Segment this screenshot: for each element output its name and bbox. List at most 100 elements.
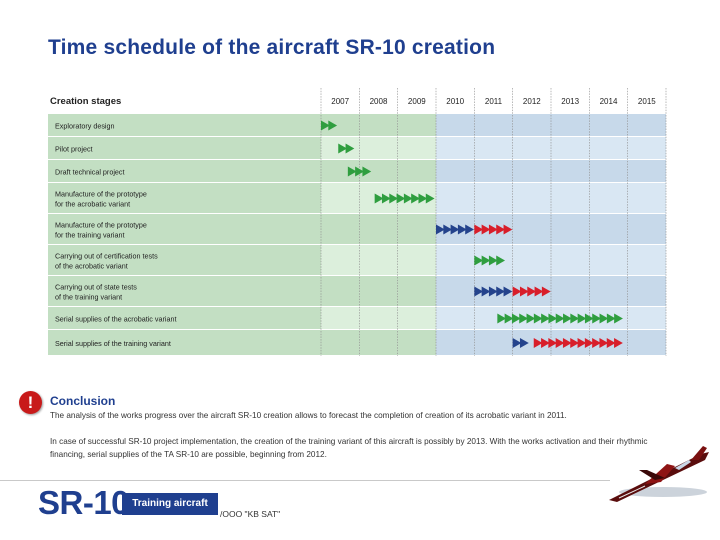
task-row-cell	[589, 160, 628, 183]
arrow-marker	[548, 338, 558, 348]
task-row-cell	[474, 114, 513, 137]
arrow-marker	[488, 255, 498, 266]
page-title: Time schedule of the aircraft SR-10 crea…	[48, 36, 496, 59]
task-label: Carrying out of state tests	[55, 283, 137, 292]
task-row-cell	[512, 137, 551, 160]
task-row-cell	[359, 330, 398, 356]
arrow-marker	[396, 193, 406, 204]
conclusion-heading: Conclusion	[50, 394, 116, 408]
task-row-cell	[589, 214, 628, 245]
task-row-cell	[589, 183, 628, 214]
task-row-cell	[436, 276, 475, 307]
task-row-cell	[512, 183, 551, 214]
arrow-marker	[457, 224, 467, 235]
arrow-marker	[555, 338, 565, 348]
year-label: 2011	[485, 97, 503, 106]
task-row-label-bg	[48, 114, 321, 137]
arrow-marker	[541, 286, 551, 297]
badge-label: Training aircraft	[132, 498, 208, 509]
task-row-cell	[627, 330, 666, 356]
arrow-marker	[555, 313, 565, 324]
task-label: Serial supplies of the training variant	[55, 339, 171, 348]
task-row-cell	[627, 183, 666, 214]
arrow-marker	[488, 224, 498, 235]
task-row-cell	[551, 114, 590, 137]
arrow-marker	[497, 313, 507, 324]
arrow-marker	[570, 338, 580, 348]
task-row-cell	[512, 214, 551, 245]
task-row-cell	[474, 183, 513, 214]
arrow-marker	[436, 224, 445, 235]
task-row-cell	[627, 245, 666, 276]
header-label: Creation stages	[50, 96, 121, 107]
task-row-cell	[512, 160, 551, 183]
task-label: Carrying out of certification tests	[55, 252, 158, 261]
task-row-cell	[436, 137, 475, 160]
arrow-marker	[504, 313, 514, 324]
task-row-label-bg	[48, 214, 321, 245]
task-label: Serial supplies of the acrobatic variant	[55, 315, 176, 324]
arrow-marker	[474, 224, 484, 235]
arrow-marker	[584, 313, 594, 324]
arrow-marker	[481, 286, 491, 297]
arrow-marker	[511, 313, 521, 324]
task-row-label-bg	[48, 137, 321, 160]
task-label: for the acrobatic variant	[55, 200, 130, 209]
arrow-marker	[362, 166, 372, 177]
task-row-cell	[436, 330, 475, 356]
task-row-cell	[512, 114, 551, 137]
arrow-marker	[519, 286, 529, 297]
year-label: 2013	[561, 97, 579, 106]
task-row-label-bg	[48, 276, 321, 307]
task-row-label-bg	[48, 160, 321, 183]
conclusion-paragraph-1: The analysis of the works progress over …	[50, 411, 567, 420]
task-row-cell	[474, 160, 513, 183]
task-row-cell	[397, 307, 436, 330]
task-row-cell	[551, 183, 590, 214]
arrow-marker	[496, 286, 506, 297]
task-row-cell	[397, 245, 436, 276]
arrow-marker	[321, 120, 330, 131]
year-label: 2015	[638, 97, 656, 106]
task-row-cell	[512, 245, 551, 276]
task-row-cell	[359, 214, 398, 245]
arrow-marker	[606, 338, 616, 348]
task-row-cell	[551, 245, 590, 276]
arrow-marker	[541, 338, 550, 348]
task-label: for the training variant	[55, 231, 125, 240]
task-row-cell	[397, 137, 436, 160]
year-label: 2007	[331, 97, 349, 106]
task-label: of the training variant	[55, 293, 122, 302]
task-row-cell	[321, 214, 360, 245]
arrow-marker	[563, 313, 572, 324]
task-row-cell	[321, 160, 360, 183]
arrow-marker	[389, 193, 399, 204]
arrow-marker	[411, 193, 420, 204]
task-row-cell	[551, 160, 590, 183]
task-row-label-bg	[48, 183, 321, 214]
arrow-marker	[577, 313, 587, 324]
task-row-cell	[359, 307, 398, 330]
task-row-cell	[321, 330, 360, 356]
arrow-marker	[599, 313, 609, 324]
arrow-marker	[592, 338, 601, 348]
company-name: /ООО "KB SAT"	[220, 509, 281, 519]
aircraft-icon	[609, 446, 709, 502]
task-row-cell	[436, 160, 475, 183]
arrow-marker	[474, 255, 484, 266]
task-row-cell	[436, 183, 475, 214]
task-row-cell	[321, 114, 360, 137]
task-label: Pilot project	[55, 145, 93, 154]
arrow-marker	[577, 338, 587, 348]
arrow-marker	[418, 193, 428, 204]
arrow-marker	[481, 255, 491, 266]
year-label: 2010	[446, 97, 464, 106]
task-row-cell	[436, 245, 475, 276]
task-row-cell	[359, 137, 398, 160]
arrow-marker	[503, 286, 513, 297]
year-label: 2014	[600, 97, 618, 106]
task-row-cell	[397, 330, 436, 356]
task-row-cell	[321, 245, 360, 276]
task-row-cell	[359, 276, 398, 307]
task-row-cell	[551, 214, 590, 245]
